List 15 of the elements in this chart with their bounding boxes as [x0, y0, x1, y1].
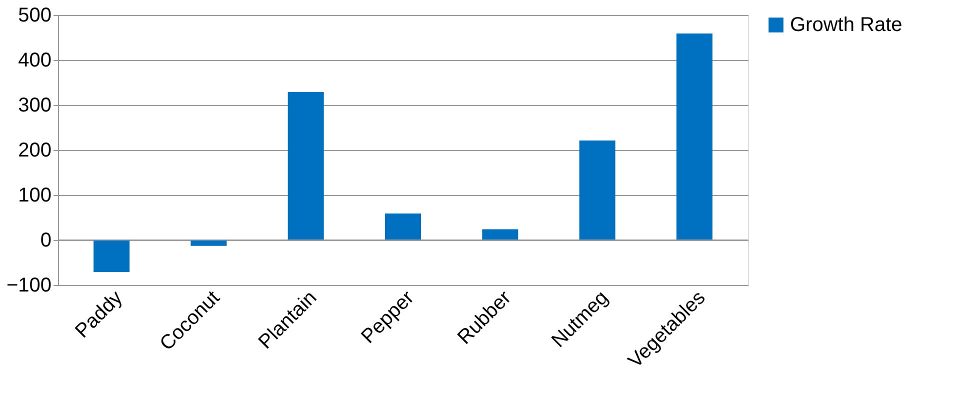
- y-tick-label: 100: [18, 184, 52, 206]
- bar: [190, 240, 227, 246]
- bar: [579, 140, 616, 240]
- y-tick-label: −100: [6, 274, 52, 296]
- bar: [676, 33, 712, 240]
- bar: [482, 229, 518, 240]
- bar: [385, 213, 421, 240]
- bar: [288, 92, 324, 240]
- y-tick-label: 500: [18, 4, 52, 26]
- y-tick-label: 0: [40, 230, 52, 252]
- y-tick-label: 300: [18, 94, 52, 116]
- y-tick-label: 200: [18, 140, 52, 162]
- legend-label: Growth Rate: [790, 14, 902, 36]
- y-tick-label: 400: [18, 50, 52, 72]
- bar: [94, 240, 130, 272]
